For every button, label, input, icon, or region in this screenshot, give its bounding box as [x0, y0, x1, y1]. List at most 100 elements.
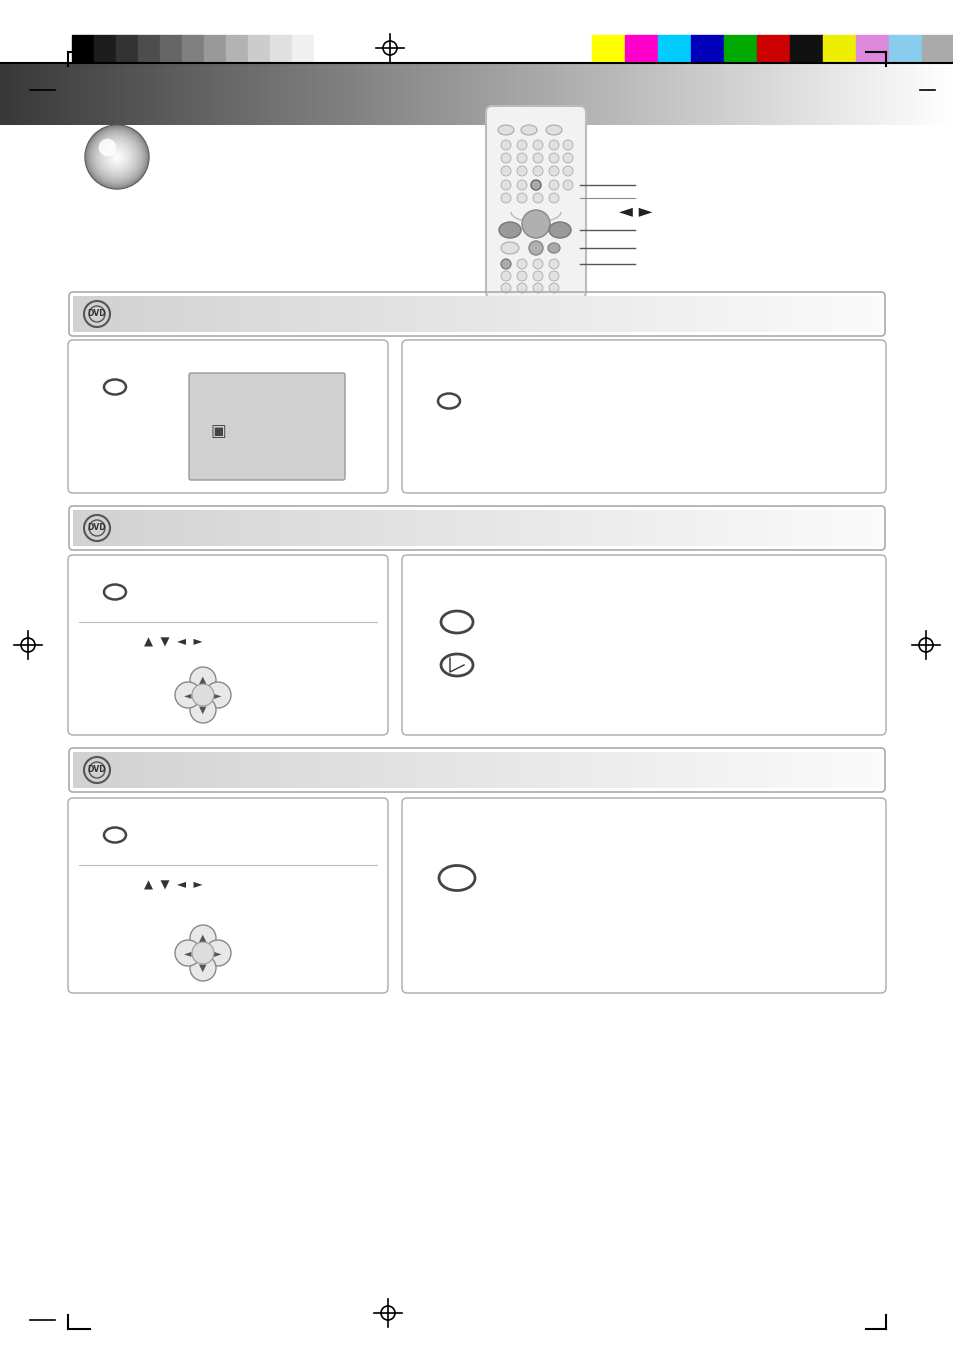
Circle shape: [85, 126, 149, 189]
Bar: [116, 35, 138, 61]
Circle shape: [548, 180, 558, 190]
Circle shape: [500, 153, 511, 163]
Ellipse shape: [545, 126, 561, 135]
Circle shape: [548, 282, 558, 293]
Text: ►: ►: [214, 948, 221, 958]
Circle shape: [115, 155, 119, 159]
Circle shape: [548, 272, 558, 281]
Text: ▲  ▼  ◄  ►: ▲ ▼ ◄ ►: [144, 878, 202, 892]
Circle shape: [112, 153, 121, 161]
Bar: [270, 35, 292, 61]
Circle shape: [91, 131, 143, 182]
Circle shape: [94, 134, 140, 180]
Circle shape: [548, 166, 558, 176]
Circle shape: [190, 955, 215, 981]
Circle shape: [548, 193, 558, 203]
Bar: [204, 35, 226, 61]
Circle shape: [89, 128, 145, 185]
Bar: [624, 35, 658, 61]
Bar: [314, 35, 335, 61]
Circle shape: [548, 259, 558, 269]
Bar: [592, 35, 624, 61]
Bar: [757, 35, 789, 61]
Circle shape: [521, 209, 550, 238]
Text: DVD: DVD: [88, 523, 106, 532]
Circle shape: [533, 141, 542, 150]
Bar: [888, 35, 921, 61]
Text: ◄ ►: ◄ ►: [618, 203, 652, 222]
Bar: [723, 35, 757, 61]
Circle shape: [500, 166, 511, 176]
Circle shape: [192, 942, 213, 965]
Circle shape: [500, 272, 511, 281]
Circle shape: [104, 145, 130, 170]
Bar: [921, 35, 953, 61]
FancyBboxPatch shape: [401, 340, 885, 493]
Circle shape: [101, 141, 132, 173]
Bar: [690, 35, 723, 61]
Circle shape: [105, 145, 129, 169]
Circle shape: [107, 147, 127, 168]
Circle shape: [95, 135, 139, 178]
Circle shape: [116, 155, 118, 158]
Circle shape: [517, 282, 526, 293]
Bar: [94, 35, 116, 61]
Circle shape: [90, 130, 144, 184]
Bar: [822, 35, 855, 61]
Circle shape: [88, 128, 146, 186]
Circle shape: [205, 940, 231, 966]
Text: ▲  ▼  ◄  ►: ▲ ▼ ◄ ►: [144, 635, 202, 648]
Circle shape: [531, 180, 540, 190]
Circle shape: [98, 138, 136, 176]
Circle shape: [106, 146, 128, 168]
Text: ►: ►: [214, 690, 221, 700]
Bar: [138, 35, 160, 61]
Ellipse shape: [548, 222, 571, 238]
Bar: [855, 35, 888, 61]
Text: ▣: ▣: [211, 422, 227, 440]
Circle shape: [112, 153, 122, 162]
Circle shape: [533, 272, 542, 281]
Circle shape: [533, 153, 542, 163]
Ellipse shape: [498, 222, 520, 238]
FancyBboxPatch shape: [189, 373, 345, 480]
Circle shape: [205, 682, 231, 708]
Circle shape: [500, 141, 511, 150]
FancyBboxPatch shape: [485, 105, 585, 299]
Circle shape: [174, 940, 201, 966]
Bar: [248, 35, 270, 61]
FancyBboxPatch shape: [68, 798, 388, 993]
Circle shape: [500, 259, 511, 269]
Ellipse shape: [520, 126, 537, 135]
Text: ◄: ◄: [184, 948, 192, 958]
Text: ◄: ◄: [184, 690, 192, 700]
Circle shape: [517, 180, 526, 190]
Circle shape: [517, 272, 526, 281]
Circle shape: [174, 682, 201, 708]
Circle shape: [562, 153, 573, 163]
FancyBboxPatch shape: [401, 798, 885, 993]
Circle shape: [91, 132, 142, 182]
Circle shape: [96, 136, 138, 178]
Circle shape: [517, 193, 526, 203]
Circle shape: [92, 132, 141, 181]
Circle shape: [87, 127, 147, 186]
FancyBboxPatch shape: [68, 340, 388, 493]
Ellipse shape: [497, 126, 514, 135]
Circle shape: [99, 139, 135, 176]
Bar: [182, 35, 204, 61]
Circle shape: [190, 697, 215, 723]
Text: ▲: ▲: [199, 676, 207, 685]
Text: DVD: DVD: [88, 309, 106, 319]
Circle shape: [86, 126, 148, 188]
Circle shape: [100, 141, 133, 174]
Circle shape: [97, 136, 137, 177]
Circle shape: [108, 149, 126, 166]
Circle shape: [500, 180, 511, 190]
Ellipse shape: [547, 243, 559, 253]
FancyBboxPatch shape: [401, 555, 885, 735]
Circle shape: [99, 139, 115, 155]
FancyBboxPatch shape: [68, 555, 388, 735]
Circle shape: [533, 166, 542, 176]
Bar: [71, 35, 94, 61]
